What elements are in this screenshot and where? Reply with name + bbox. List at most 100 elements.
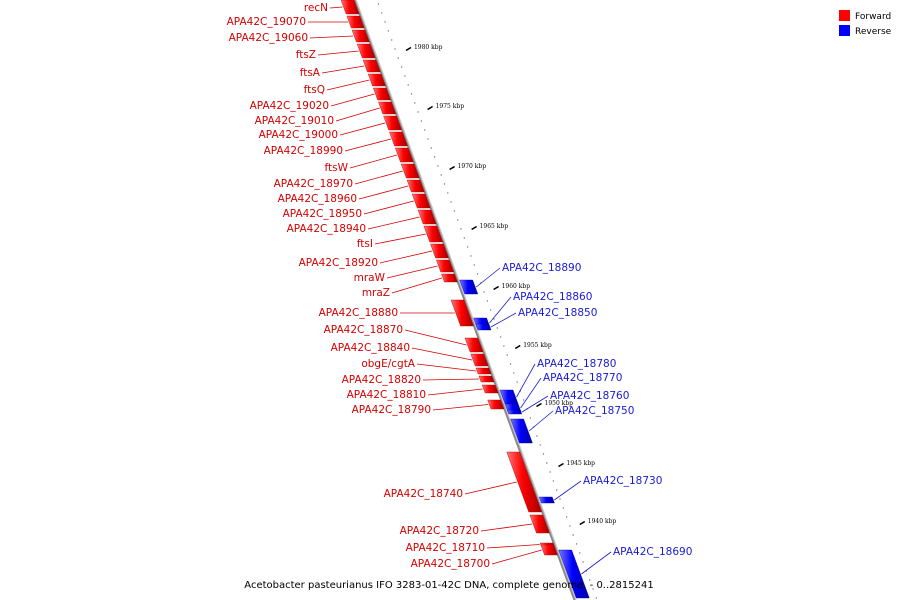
forward-gene-label: ftsW: [325, 162, 349, 174]
legend-reverse-swatch: [839, 25, 850, 36]
reverse-gene-block: [558, 549, 590, 599]
forward-label-leader: [339, 122, 386, 136]
tick-dot: [470, 255, 472, 257]
tick-dot: [503, 345, 505, 347]
reverse-label-leader: [516, 363, 536, 398]
legend: Forward Reverse: [839, 10, 892, 37]
scale-tick-label: 1945 kbp: [567, 460, 596, 467]
forward-gene-block: [441, 273, 458, 283]
forward-label-leader: [309, 35, 354, 39]
forward-label-leader: [363, 200, 414, 215]
tick-dot: [407, 84, 409, 86]
forward-label-leader: [422, 378, 479, 381]
forward-gene-block: [400, 163, 420, 179]
reverse-gene-label: APA42C_18730: [583, 475, 662, 487]
tick-dot: [572, 534, 574, 536]
tick-dot: [457, 219, 459, 221]
tick-dot: [420, 120, 423, 122]
forward-gene-block: [367, 73, 386, 87]
tick-dot: [410, 93, 413, 95]
tick-dot: [466, 246, 469, 248]
forward-label-leader: [386, 265, 438, 279]
forward-gene-label: APA42C_18870: [324, 324, 403, 336]
forward-label-leader: [491, 549, 542, 565]
reverse-gene-block: [459, 279, 479, 295]
forward-gene-label: APA42C_18990: [264, 145, 343, 157]
forward-gene-label: ftsZ: [296, 49, 316, 61]
forward-label-leader: [432, 404, 489, 411]
forward-label-leader: [391, 277, 443, 294]
scale-tick-label: 1950 kbp: [545, 400, 574, 407]
forward-gene-label: APA42C_18880: [319, 307, 398, 319]
scale-tick-label: 1970 kbp: [458, 163, 487, 170]
forward-label-leader: [464, 481, 517, 495]
forward-gene-label: APA42C_18820: [342, 374, 421, 386]
forward-gene-label: mraZ: [362, 287, 390, 299]
tick-dot: [450, 201, 452, 203]
reverse-label-leader: [489, 296, 512, 324]
reverse-gene-block: [510, 418, 533, 444]
reverse-gene-label: APA42C_18850: [518, 307, 597, 319]
forward-gene-block: [475, 367, 492, 375]
tick-dots: [377, 3, 597, 599]
forward-gene-block: [464, 337, 484, 353]
tick-dot: [440, 174, 442, 176]
tick-dot: [549, 471, 551, 473]
tick-dot: [539, 444, 541, 446]
forward-gene-label: obgE/cgtA: [361, 358, 415, 370]
reverse-gene-block: [475, 323, 492, 331]
scale-tick-label: 1980 kbp: [414, 44, 443, 51]
tick-dot: [476, 273, 479, 275]
tick-dot: [579, 552, 581, 554]
tick-dot: [473, 264, 475, 266]
forward-gene-label: APA42C_18700: [411, 558, 490, 570]
forward-gene-label: APA42C_19020: [250, 100, 329, 112]
tick-dot: [493, 318, 495, 320]
tick-dot: [387, 30, 390, 32]
reverse-gene-label: APA42C_18860: [513, 291, 592, 303]
scale-tick: [427, 105, 434, 111]
forward-label-leader: [326, 79, 370, 91]
forward-gene-block: [506, 451, 543, 513]
tick-dot: [589, 579, 591, 581]
forward-gene-block: [346, 15, 365, 29]
scale-tick: [579, 520, 586, 526]
forward-label-leader: [480, 523, 533, 532]
forward-gene-block: [378, 101, 397, 115]
forward-label-leader: [317, 50, 359, 56]
scale-ticks: 1980 kbp 1975 kbp 1970 kbp 1965 kbp 1960 kbp…: [405, 44, 616, 526]
reverse-label-leader: [554, 480, 582, 501]
forward-label-leader: [344, 138, 392, 152]
legend-forward-label: Forward: [855, 12, 891, 22]
forward-gene-block: [423, 225, 444, 243]
backbone-highlight: [355, 0, 577, 600]
forward-gene-block: [436, 259, 455, 273]
forward-gene-block: [450, 299, 474, 327]
forward-gene-block: [362, 59, 381, 73]
tick-dot: [437, 165, 439, 167]
forward-gene-block: [394, 147, 414, 163]
reverse-gene-label: APA42C_18750: [555, 405, 634, 417]
tick-dot: [575, 543, 578, 545]
tick-dot: [542, 453, 545, 455]
tick-dot: [397, 57, 399, 59]
reverse-label-leader: [528, 410, 554, 432]
forward-gene-block: [406, 179, 425, 193]
forward-gene-label: APA42C_18920: [299, 257, 378, 269]
tick-dot: [417, 111, 419, 113]
gene-labels: recN APA42C_19070 APA42C_19060 ftsZ ftsA ftsQ…: [227, 2, 692, 575]
forward-gene-block: [481, 384, 499, 394]
scale-tick-label: 1975 kbp: [436, 103, 465, 110]
tick-dot: [513, 372, 515, 374]
forward-gene-label: APA42C_19000: [259, 129, 338, 141]
tick-dot: [460, 228, 462, 230]
tick-dot: [404, 75, 406, 77]
tick-dot: [509, 363, 512, 365]
scale-tick-label: 1955 kbp: [523, 342, 552, 349]
forward-gene-block: [383, 115, 402, 131]
forward-label-leader: [367, 216, 420, 230]
forward-gene-label: APA42C_18960: [278, 193, 357, 205]
forward-gene-label: ftsA: [300, 67, 321, 79]
tick-dot: [552, 480, 555, 482]
